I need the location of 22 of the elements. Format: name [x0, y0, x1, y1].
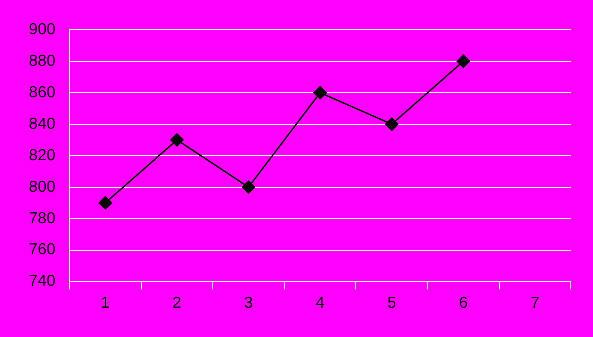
y-tick-label: 900 [28, 21, 56, 38]
point [242, 180, 256, 194]
y-tick-label: 740 [28, 273, 56, 290]
y-tick-label: 860 [28, 84, 56, 102]
x-tick-label: 4 [316, 294, 325, 312]
point [170, 133, 184, 147]
y-tick-label: 820 [28, 147, 56, 164]
x-tick-label: 5 [388, 294, 397, 312]
x-tick-label: 7 [530, 294, 540, 312]
y-tick-label: 760 [28, 242, 56, 259]
x-tick-label: 1 [101, 294, 110, 312]
y-tick-label: 800 [28, 178, 56, 196]
y-tick-label: 840 [28, 116, 56, 133]
x-tick-label: 3 [244, 294, 254, 312]
point [314, 86, 328, 100]
x-tick-label: 2 [172, 294, 182, 312]
y-tick-label: 880 [28, 52, 56, 70]
x-tick-label: 6 [459, 294, 468, 312]
point [98, 196, 112, 210]
point [456, 54, 470, 68]
point [385, 118, 399, 132]
y-tick-label: 780 [28, 210, 56, 228]
